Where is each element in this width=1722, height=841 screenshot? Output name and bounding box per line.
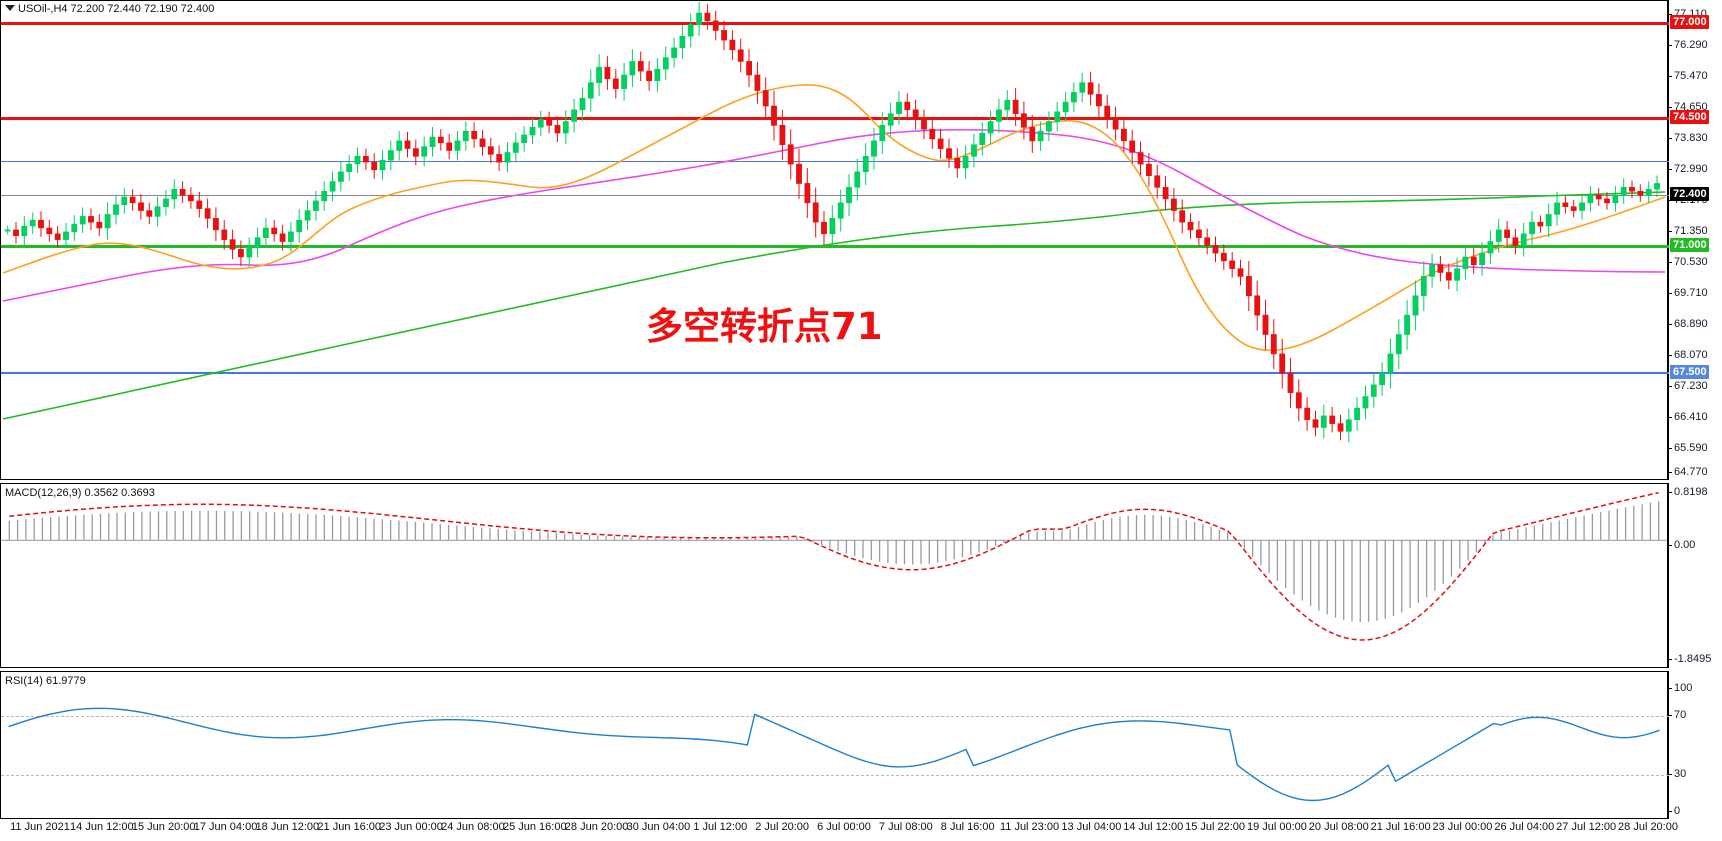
time-axis-label: 1 Jul 12:00	[693, 821, 748, 833]
time-axis-label: 28 Jun 20:00	[564, 821, 629, 833]
time-axis-label: 26 Jul 04:00	[1494, 821, 1555, 833]
time-axis-label: 11 Jul 23:00	[999, 821, 1060, 833]
time-axis-label: 24 Jun 08:00	[441, 821, 505, 833]
time-axis-label: 23 Jul 00:00	[1432, 821, 1493, 833]
time-axis-label: 27 Jul 12:00	[1556, 821, 1617, 833]
rsi-tick: 100	[1669, 682, 1692, 694]
macd-tick: 0.8198	[1669, 486, 1708, 498]
price-tick: 75.470	[1669, 70, 1708, 82]
time-axis-label: 30 Jun 04:00	[626, 821, 691, 833]
rsi-band-70	[1, 716, 1669, 717]
level-line-71000	[1, 245, 1669, 248]
time-axis-label: 25 Jun 16:00	[502, 821, 567, 833]
time-axis-label: 8 Jul 16:00	[940, 821, 995, 833]
macd-title: MACD(12,26,9) 0.3562 0.3693	[5, 487, 155, 499]
time-axis-label: 21 Jul 16:00	[1370, 821, 1431, 833]
price-tick: 66.410	[1669, 411, 1708, 423]
level-line-74500	[1, 117, 1669, 120]
ma-mid-magenta-path	[2, 128, 1666, 302]
price-tick: 71.350	[1669, 225, 1708, 237]
time-axis-label: 15 Jun 20:00	[131, 821, 196, 833]
price-badge-67500[interactable]: 67.500	[1670, 365, 1709, 379]
price-tick: 76.290	[1669, 39, 1708, 51]
level-line-77000	[1, 22, 1669, 25]
time-axis-label: 11 Jun 2021	[10, 821, 70, 833]
macd-tick: -1.8495	[1669, 653, 1711, 665]
time-axis-label: 23 Jun 00:00	[379, 821, 443, 833]
price-tick: 65.590	[1669, 442, 1708, 454]
level-line-72400	[1, 195, 1669, 196]
price-chart-panel[interactable]	[0, 0, 1669, 480]
time-axis-label: 6 Jul 00:00	[817, 821, 871, 833]
price-badge-74500[interactable]: 74.500	[1670, 110, 1709, 124]
time-axis-label: 17 Jun 04:00	[193, 821, 258, 833]
price-badge-77000[interactable]: 77.000	[1670, 15, 1709, 29]
time-axis[interactable]: 11 Jun 2021 14 Jun 12:00 15 Jun 20:00 17 Ju…	[0, 819, 1722, 841]
price-chart-canvas	[2, 84, 1666, 420]
macd-axis[interactable]: 0.8198 0.00 -1.8495	[1668, 483, 1722, 668]
rsi-tick: 30	[1669, 768, 1686, 780]
price-tick: 69.710	[1669, 287, 1708, 299]
time-axis-label: 18 Jun 12:00	[255, 821, 320, 833]
time-axis-label: 2 Jul 20:00	[755, 821, 810, 833]
macd-panel[interactable]	[0, 483, 1668, 668]
price-tick: 72.990	[1669, 163, 1708, 175]
price-tick: 64.770	[1669, 466, 1708, 478]
rsi-canvas	[8, 707, 1660, 802]
time-axis-label: 20 Jul 08:00	[1308, 821, 1369, 833]
rsi-title: RSI(14) 61.9779	[5, 675, 86, 687]
macd-canvas	[1, 491, 1667, 641]
time-axis-label: 7 Jul 08:00	[878, 821, 933, 833]
price-tick: 68.070	[1669, 349, 1708, 361]
level-line-72990	[1, 161, 1669, 162]
time-axis-label: 13 Jul 04:00	[1061, 821, 1122, 833]
time-axis-label: 21 Jun 16:00	[317, 821, 382, 833]
time-axis-label: 15 Jul 22:00	[1185, 821, 1246, 833]
price-tick: 68.890	[1669, 318, 1708, 330]
macd-tick: 0.00	[1669, 539, 1695, 551]
price-badge-71000[interactable]: 71.000	[1670, 238, 1709, 252]
time-axis-label: 14 Jul 12:00	[1123, 821, 1184, 833]
rsi-axis[interactable]: 100 70 30 0	[1668, 671, 1722, 819]
chart-annotation-text: 多空转折点71	[646, 305, 883, 348]
rsi-band-30	[1, 775, 1669, 776]
price-tick: 67.230	[1669, 380, 1708, 392]
time-axis-label: 14 Jun 12:00	[70, 821, 134, 833]
time-axis-label: 19 Jul 00:00	[1246, 821, 1307, 833]
price-badge-last-72400[interactable]: 72.400	[1670, 187, 1709, 201]
rsi-panel[interactable]	[0, 671, 1669, 819]
rsi-tick: 0	[1669, 805, 1680, 817]
collapse-triangle-down-icon[interactable]	[5, 5, 15, 11]
rsi-tick: 70	[1669, 709, 1686, 721]
price-tick: 70.530	[1669, 256, 1708, 268]
time-axis-label: 28 Jul 20:00	[1618, 821, 1678, 833]
level-line-67500	[1, 372, 1669, 374]
price-tick: 73.830	[1669, 132, 1708, 144]
price-chart-title: USOil-,H4 72.200 72.440 72.190 72.400	[18, 3, 215, 15]
candlestick-series	[4, 2, 1660, 443]
price-axis[interactable]: 77.110 76.290 75.470 74.650 73.830 72.99…	[1668, 0, 1722, 480]
